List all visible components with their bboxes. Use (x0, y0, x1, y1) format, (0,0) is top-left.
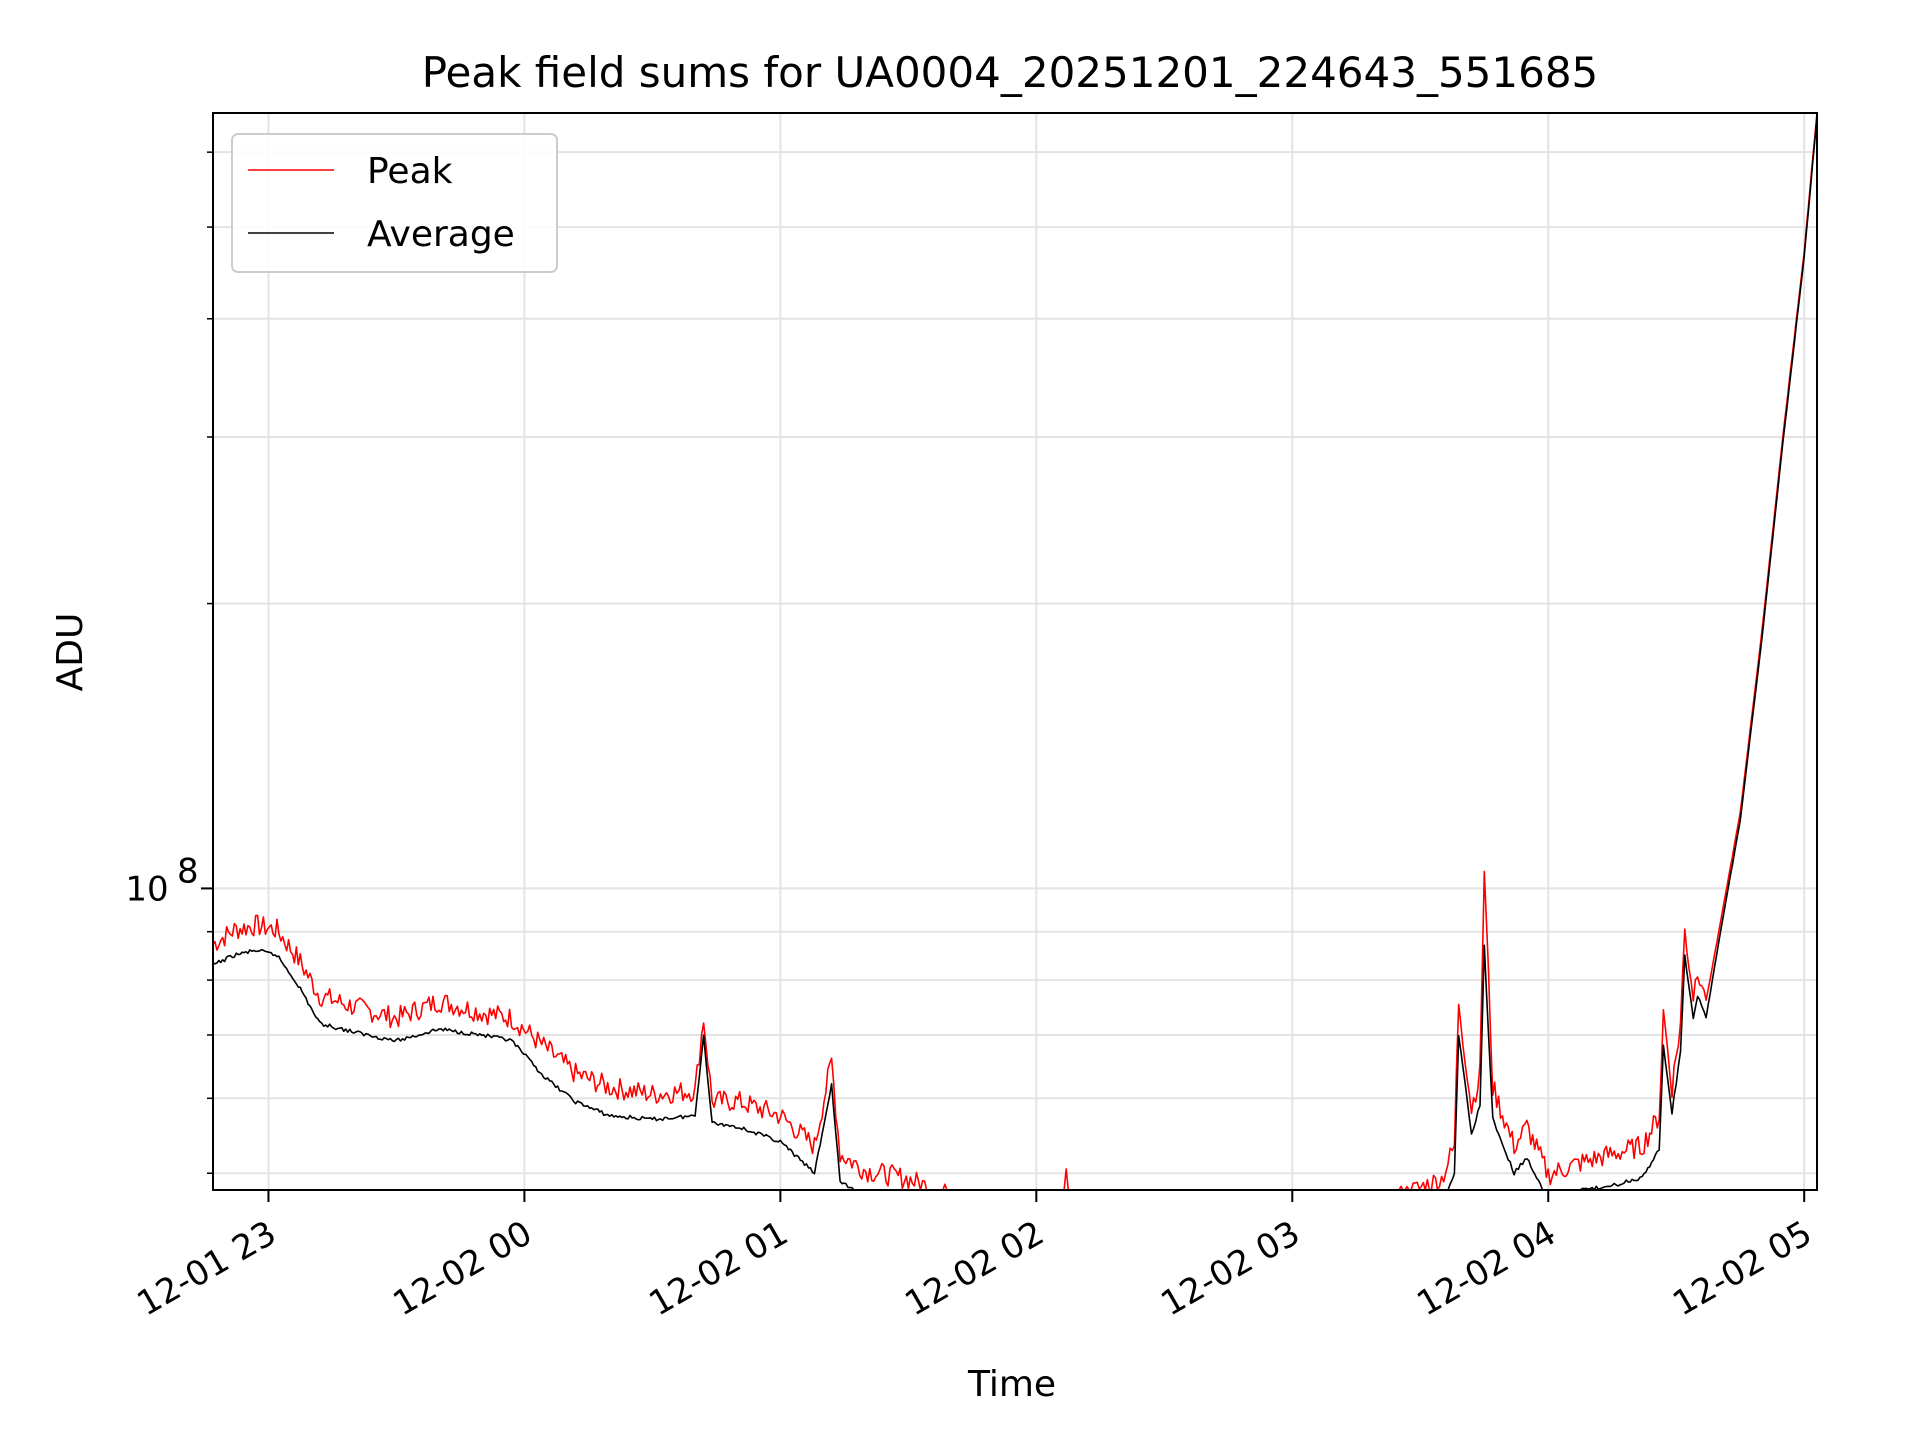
chart-title: Peak field sums for UA0004_20251201_2246… (422, 48, 1599, 97)
plot-frame (212, 112, 1818, 1191)
y-tick-label-exponent: 8 (177, 851, 199, 891)
legend: Peak Average (231, 133, 558, 273)
x-axis-label: Time (967, 1364, 1056, 1405)
legend-box (231, 133, 558, 273)
y-tick-label: 10 (125, 869, 168, 909)
y-axis-label: ADU (50, 613, 91, 692)
legend-label-average: Average (367, 214, 515, 255)
legend-label-peak: Peak (367, 151, 453, 192)
grid-layer (213, 113, 1817, 1190)
